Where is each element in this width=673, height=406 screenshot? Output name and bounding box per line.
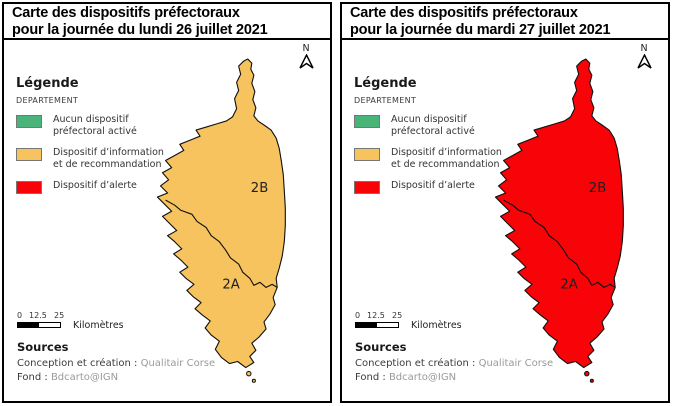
legend-item-info: Dispositif d’information et de recommand… — [16, 147, 166, 171]
map-area: Légende DEPARTEMENT Aucun dispositif pré… — [4, 40, 330, 399]
small-island — [589, 378, 594, 383]
source-fond: Fond : Bdcarto@IGN — [17, 372, 119, 383]
north-arrow-icon — [636, 53, 652, 69]
legend: Légende DEPARTEMENT Aucun dispositif pré… — [354, 76, 504, 203]
dept-label-2a: 2A — [560, 277, 577, 292]
small-island — [246, 370, 252, 377]
legend-item-none: Aucun dispositif préfectoral activé — [354, 114, 504, 138]
map-panel-tuesday: Carte des dispositifs préfectoraux pour … — [340, 2, 670, 403]
corsica-map: 2B 2A — [156, 58, 286, 383]
orange-swatch — [16, 148, 42, 161]
sources-block: Sources Conception et création : Qualita… — [355, 340, 575, 385]
dept-label-2a: 2A — [222, 277, 239, 292]
map-area: Légende DEPARTEMENT Aucun dispositif pré… — [342, 40, 668, 399]
small-island — [584, 370, 590, 377]
corsica-outline — [156, 58, 286, 369]
legend-item-alert: Dispositif d’alerte — [16, 180, 166, 194]
red-swatch — [16, 181, 42, 194]
scale-unit: Kilomètres — [73, 320, 124, 331]
north-arrow: N — [297, 44, 315, 73]
green-swatch — [16, 115, 42, 128]
legend-heading: Légende — [16, 76, 79, 91]
scale-unit: Kilomètres — [411, 320, 462, 331]
legend-item-alert: Dispositif d’alerte — [354, 180, 504, 194]
legend-item-info: Dispositif d’information et de recommand… — [354, 147, 504, 171]
scale-bar-graphic — [355, 322, 399, 328]
legend: Légende DEPARTEMENT Aucun dispositif pré… — [16, 76, 166, 203]
title-line-1: Carte des dispositifs préfectoraux — [12, 5, 240, 21]
department-boundary — [503, 199, 616, 288]
panel-title: Carte des dispositifs préfectoraux pour … — [4, 4, 330, 40]
scale-bar: 0 12.5 25 Kilomètres — [17, 311, 124, 331]
source-conception: Conception et création : Qualitair Corse — [17, 358, 216, 369]
small-island — [251, 378, 256, 383]
scale-bar-graphic — [17, 322, 61, 328]
source-conception: Conception et création : Qualitair Corse — [355, 358, 554, 369]
legend-subheading: DEPARTEMENT — [354, 96, 417, 105]
orange-swatch — [354, 148, 380, 161]
sources-block: Sources Conception et création : Qualita… — [17, 340, 237, 385]
legend-heading: Légende — [354, 76, 417, 91]
green-swatch — [354, 115, 380, 128]
north-arrow-icon — [298, 53, 314, 69]
north-arrow: N — [635, 44, 653, 73]
title-line-2: pour la journée du mardi 27 juillet 2021 — [350, 22, 611, 38]
corsica-map: 2B 2A — [494, 58, 624, 383]
title-line-1: Carte des dispositifs préfectoraux — [350, 5, 578, 21]
dept-label-2b: 2B — [251, 181, 268, 196]
dept-label-2b: 2B — [589, 181, 606, 196]
department-boundary — [165, 199, 278, 288]
red-swatch — [354, 181, 380, 194]
source-fond: Fond : Bdcarto@IGN — [355, 372, 457, 383]
legend-item-none: Aucun dispositif préfectoral activé — [16, 114, 166, 138]
legend-subheading: DEPARTEMENT — [16, 96, 79, 105]
scale-bar: 0 12.5 25 Kilomètres — [355, 311, 462, 331]
map-panel-monday: Carte des dispositifs préfectoraux pour … — [2, 2, 332, 403]
corsica-outline — [494, 58, 624, 369]
title-line-2: pour la journée du lundi 26 juillet 2021 — [12, 22, 268, 38]
panel-title: Carte des dispositifs préfectoraux pour … — [342, 4, 668, 40]
